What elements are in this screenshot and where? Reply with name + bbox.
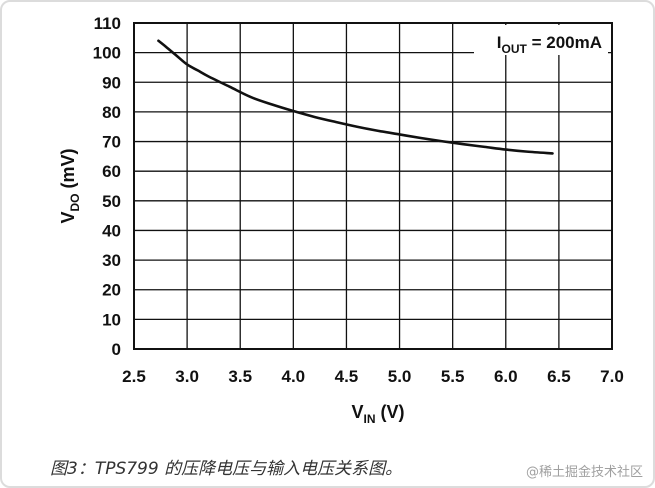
plot-frame — [133, 22, 613, 350]
y-tick-label: 50 — [102, 192, 121, 211]
axis-layer — [133, 22, 613, 350]
y-tick-label: 110 — [94, 14, 121, 33]
y-tick-label: 70 — [102, 133, 121, 152]
x-tick-label: 4.5 — [335, 367, 359, 386]
y-tick-label: 0 — [112, 340, 121, 359]
x-tick-label: 5.5 — [441, 367, 465, 386]
y-tick-label: 20 — [102, 281, 121, 300]
series-line — [157, 39, 554, 155]
y-tick-label: 30 — [102, 251, 121, 270]
y-tick-label: 90 — [102, 73, 121, 92]
x-tick-label: 6.0 — [494, 367, 518, 386]
x-tick-label: 5.0 — [388, 367, 412, 386]
series-layer — [157, 39, 554, 155]
legend-label: IOUT = 200mA — [497, 33, 602, 56]
y-tick-label: 80 — [102, 103, 121, 122]
y-tick-label: 40 — [102, 221, 121, 240]
x-tick-label: 3.0 — [175, 367, 199, 386]
x-tick-label: 6.5 — [547, 367, 571, 386]
x-axis-title: VIN (V) — [351, 402, 404, 426]
watermark-text: @稀土掘金技术社区 — [525, 465, 643, 480]
x-tick-label: 2.5 — [122, 367, 146, 386]
figure-caption: 图3：TPS799 的压降电压与输入电压关系图。 — [50, 459, 403, 479]
y-tick-label: 10 — [102, 310, 121, 329]
legend-background — [474, 25, 608, 55]
x-tick-label: 3.5 — [228, 367, 252, 386]
grid-layer — [134, 23, 612, 349]
label-layer: 2.5 3.0 3.5 4.0 4.5 5.0 5.5 6.0 6.5 7.0 0 10 20 30 40 5… — [58, 14, 624, 426]
x-tick-label: 7.0 — [600, 367, 624, 386]
y-tick-label: 100 — [93, 44, 121, 63]
y-axis-title: VDO (mV) — [58, 148, 82, 223]
x-tick-label: 4.0 — [282, 367, 306, 386]
y-tick-label: 60 — [102, 162, 121, 181]
